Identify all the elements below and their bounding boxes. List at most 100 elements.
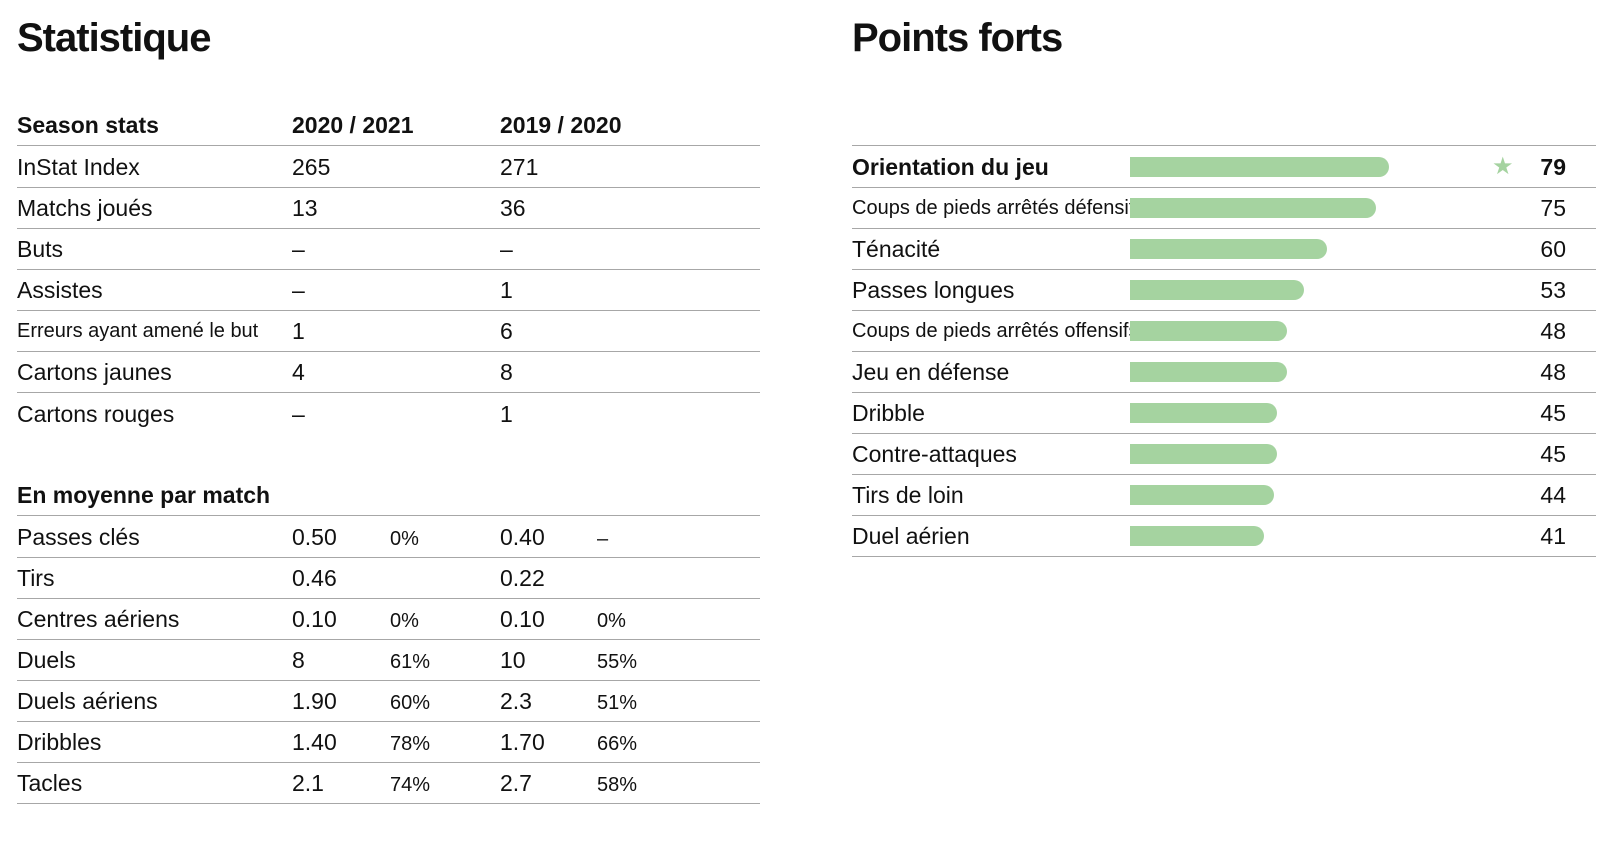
stat-label: Matchs joués <box>17 195 153 221</box>
stat-value-2019-2020: 0.10 <box>500 606 545 632</box>
strength-row: Orientation du jeu ★ 79 <box>852 146 1596 188</box>
table-row: Passes clés 0.50 0% 0.40 – <box>17 516 760 558</box>
stat-percent-2020-2021: 78% <box>390 733 431 755</box>
table-row: Duels aériens 1.90 60% 2.3 51% <box>17 680 760 722</box>
strength-bar <box>1130 157 1389 177</box>
strength-bar <box>1130 280 1304 300</box>
strength-bar <box>1130 239 1327 259</box>
star-icon: ★ <box>1492 153 1514 180</box>
stat-value-2020-2021: – <box>292 236 305 262</box>
strength-label: Ténacité <box>852 236 941 262</box>
stat-label: Duels aériens <box>17 688 158 714</box>
strength-value: 44 <box>1540 482 1566 508</box>
stat-value-2020-2021: 1.40 <box>292 729 337 755</box>
stat-percent-2019-2020: 55% <box>597 651 638 673</box>
season-header-year1: 2020 / 2021 <box>292 112 414 138</box>
stat-value-2020-2021: – <box>292 277 305 303</box>
stat-label: InStat Index <box>17 154 140 180</box>
stat-value-2019-2020: 1 <box>500 401 513 427</box>
strength-label: Jeu en défense <box>852 359 1010 385</box>
stat-value-2020-2021: 8 <box>292 647 305 673</box>
strength-bar-track <box>1130 198 1420 218</box>
stat-value-2019-2020: 0.22 <box>500 565 545 591</box>
strength-bar-track <box>1130 239 1420 259</box>
strength-bar <box>1130 362 1288 382</box>
stat-value-2019-2020: 0.40 <box>500 524 545 550</box>
strength-row: Tirs de loin 44 <box>852 474 1596 516</box>
strength-value: 79 <box>1540 154 1566 180</box>
strength-label: Tirs de loin <box>852 482 964 508</box>
stat-label: Duels <box>17 647 76 673</box>
strength-bar <box>1130 485 1275 505</box>
strength-bar-track <box>1130 485 1420 505</box>
table-row: Dribbles 1.40 78% 1.70 66% <box>17 721 760 763</box>
stat-value-2020-2021: – <box>292 401 305 427</box>
strength-row: Contre-attaques 45 <box>852 433 1596 475</box>
strength-row: Jeu en défense 48 <box>852 351 1596 393</box>
strength-value: 41 <box>1540 523 1566 549</box>
points-forts-top-rule <box>852 104 1596 146</box>
stat-value-2019-2020: 271 <box>500 154 539 180</box>
table-row: Tacles 2.1 74% 2.7 58% <box>17 762 760 804</box>
stat-label: Tirs <box>17 565 55 591</box>
stat-value-2019-2020: 6 <box>500 318 513 344</box>
strength-bar-track <box>1130 444 1420 464</box>
strength-bar-track <box>1130 362 1420 382</box>
stat-percent-2019-2020: – <box>597 528 609 550</box>
strength-label: Coups de pieds arrêtés offensifs <box>852 320 1139 342</box>
strength-bar-track <box>1130 321 1420 341</box>
strength-row: Dribble 45 <box>852 392 1596 434</box>
strength-bar <box>1130 403 1278 423</box>
strength-bar <box>1130 198 1376 218</box>
strength-row: Ténacité 60 <box>852 228 1596 270</box>
strength-label: Orientation du jeu <box>852 154 1049 180</box>
stat-label: Cartons rouges <box>17 401 175 427</box>
stat-value-2019-2020: 1 <box>500 277 513 303</box>
stat-value-2020-2021: 1 <box>292 318 305 344</box>
table-row: Matchs joués 13 36 <box>17 187 760 229</box>
strength-value: 53 <box>1540 277 1566 303</box>
strength-value: 45 <box>1540 400 1566 426</box>
strength-row: Duel aérien 41 <box>852 515 1596 557</box>
stat-value-2020-2021: 0.46 <box>292 565 337 591</box>
strength-bar-track <box>1130 280 1420 300</box>
stat-value-2019-2020: 8 <box>500 359 513 385</box>
strength-value: 48 <box>1540 318 1566 344</box>
stat-value-2020-2021: 0.50 <box>292 524 337 550</box>
stat-value-2020-2021: 1.90 <box>292 688 337 714</box>
stat-value-2019-2020: 1.70 <box>500 729 545 755</box>
stat-value-2020-2021: 13 <box>292 195 318 221</box>
stat-percent-2020-2021: 60% <box>390 692 431 714</box>
table-row: Duels 8 61% 10 55% <box>17 639 760 681</box>
season-header-label: Season stats <box>17 112 159 138</box>
season-header-year2: 2019 / 2020 <box>500 112 622 138</box>
stat-value-2020-2021: 265 <box>292 154 331 180</box>
strength-bar <box>1130 444 1278 464</box>
stat-label: Dribbles <box>17 729 102 755</box>
strength-label: Contre-attaques <box>852 441 1017 467</box>
strength-row: Coups de pieds arrêtés défensifs 75 <box>852 187 1596 229</box>
stat-percent-2019-2020: 51% <box>597 692 638 714</box>
stat-percent-2019-2020: 0% <box>597 610 626 632</box>
strength-bar-track <box>1130 526 1420 546</box>
points-forts-title: Points forts <box>852 16 1063 60</box>
strength-value: 48 <box>1540 359 1566 385</box>
stat-value-2020-2021: 2.1 <box>292 770 324 796</box>
stat-percent-2020-2021: 74% <box>390 774 431 796</box>
strength-bar-track <box>1130 403 1420 423</box>
season-header-row: Season stats 2020 / 2021 2019 / 2020 <box>17 104 760 146</box>
statistique-title: Statistique <box>17 16 211 60</box>
average-header-label: En moyenne par match <box>17 482 271 508</box>
stat-label: Cartons jaunes <box>17 359 172 385</box>
stat-percent-2019-2020: 58% <box>597 774 638 796</box>
table-row: InStat Index 265 271 <box>17 146 760 188</box>
strength-value: 60 <box>1540 236 1566 262</box>
strength-value: 45 <box>1540 441 1566 467</box>
stat-percent-2020-2021: 61% <box>390 651 431 673</box>
stat-label: Passes clés <box>17 524 140 550</box>
stat-value-2019-2020: 2.7 <box>500 770 532 796</box>
strength-bar-track <box>1130 157 1420 177</box>
stat-value-2019-2020: 10 <box>500 647 526 673</box>
stat-percent-2020-2021: 0% <box>390 610 419 632</box>
stat-percent-2020-2021: 0% <box>390 528 419 550</box>
